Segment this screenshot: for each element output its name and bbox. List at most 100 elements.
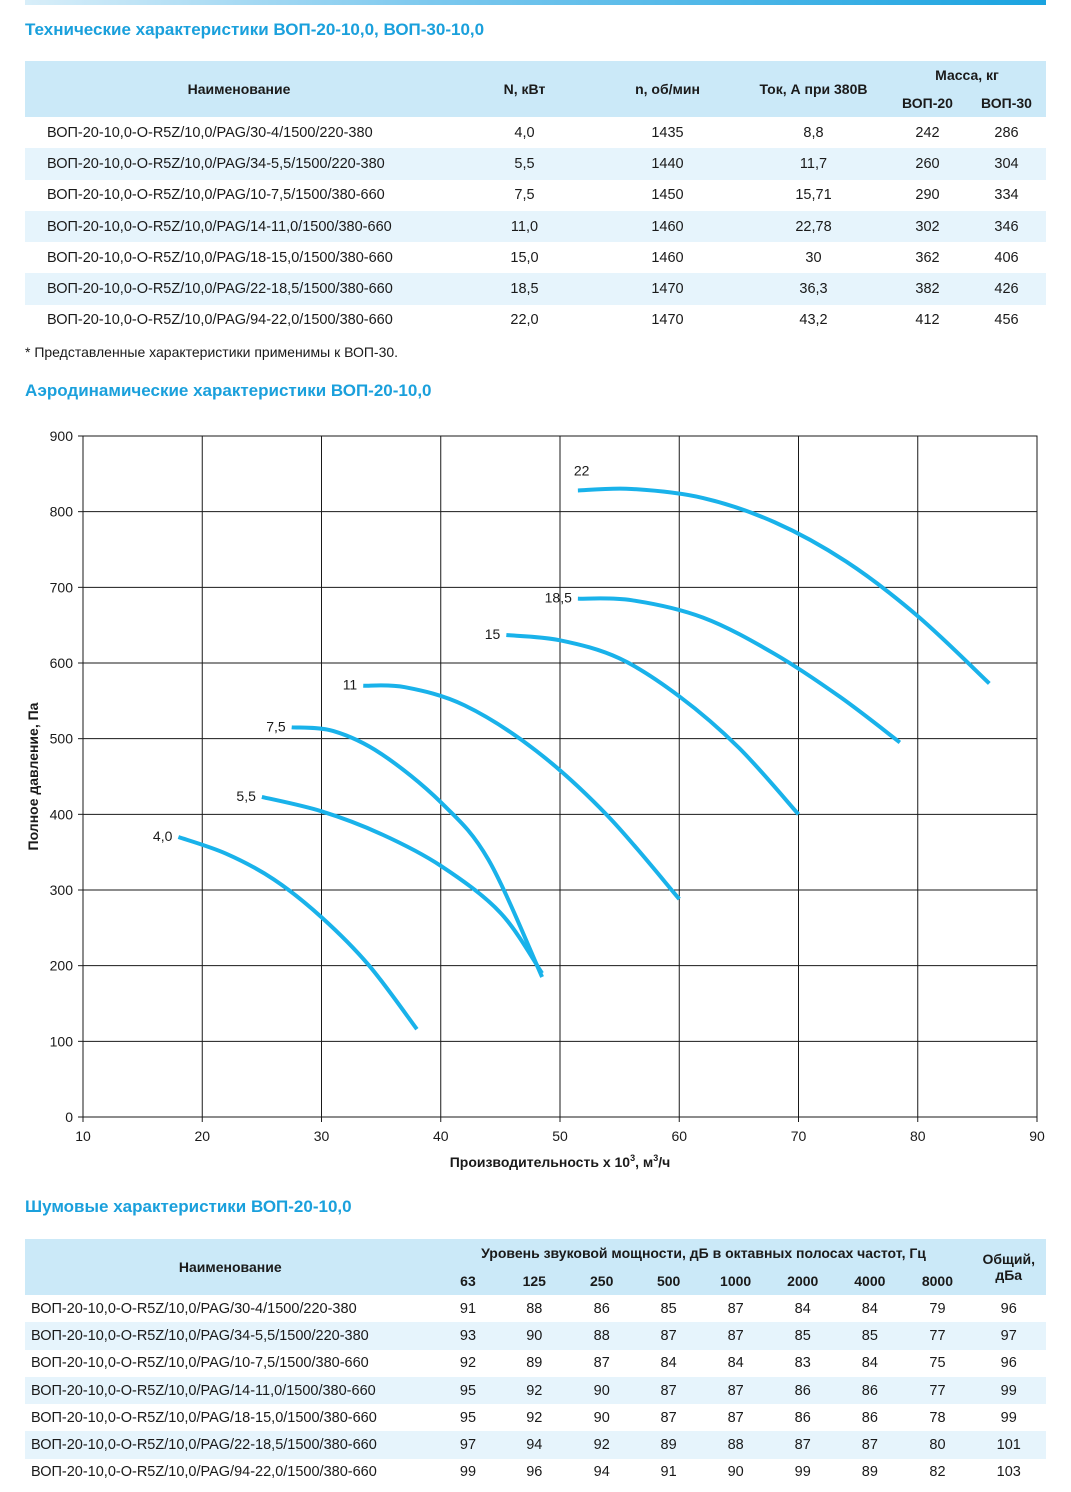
tech-table-row: ВОП-20-10,0-O-R5Z/10,0/PAG/10-7,5/1500/3… — [25, 180, 1046, 211]
noise-cell-value: 94 — [593, 1464, 610, 1481]
noise-cell-value: 85 — [836, 1322, 904, 1350]
tech-cell-value: 362 — [915, 249, 940, 266]
tech-cell-value: 1450 — [651, 187, 684, 204]
noise-table-row: ВОП-20-10,0-O-R5Z/10,0/PAG/22-18,5/1500/… — [25, 1431, 1046, 1459]
noise-cell-value: 87 — [702, 1376, 770, 1405]
noise-cell-value: 87 — [727, 1409, 744, 1426]
tech-cell-value: 242 — [915, 124, 940, 141]
noise-cell-value: 99 — [459, 1464, 477, 1481]
tech-header-rpm: n, об/мин — [596, 61, 739, 117]
noise-cell-value: 85 — [769, 1322, 837, 1350]
noise-cell-value: 89 — [526, 1355, 543, 1372]
tech-cell-value: 36,3 — [739, 273, 888, 305]
series-label: 7,5 — [266, 718, 286, 734]
tech-cell-name: ВОП-20-10,0-O-R5Z/10,0/PAG/22-18,5/1500/… — [25, 273, 453, 305]
noise-header-freq: 500 — [635, 1267, 703, 1295]
noise-cell-value: 90 — [727, 1464, 744, 1481]
noise-cell-value: 83 — [794, 1355, 811, 1372]
noise-cell-value: 92 — [500, 1376, 569, 1405]
series-label: 5,5 — [236, 788, 256, 804]
y-tick-label: 0 — [65, 1109, 73, 1125]
noise-header-total-line2: дБа — [995, 1267, 1023, 1283]
noise-cell-value: 86 — [794, 1409, 811, 1426]
noise-header-name: Наименование — [25, 1239, 436, 1295]
x-tick-label: 60 — [671, 1128, 687, 1144]
x-axis-label-part: , м — [635, 1154, 653, 1170]
series-label: 11 — [343, 677, 358, 693]
tech-header-name: Наименование — [25, 61, 453, 117]
tech-cell-value: 1435 — [651, 124, 684, 141]
noise-cell-name: ВОП-20-10,0-O-R5Z/10,0/PAG/22-18,5/1500/… — [25, 1431, 436, 1459]
x-axis-label: Производительность x 103, м3/ч — [450, 1153, 671, 1170]
tech-header-current: Ток, А при 380В — [739, 61, 888, 117]
noise-cell-value: 97 — [971, 1322, 1046, 1350]
y-tick-label: 600 — [50, 655, 74, 671]
tech-title: Технические характеристики ВОП-20-10,0, … — [25, 20, 485, 39]
tech-cell-value: 1470 — [596, 273, 739, 305]
series-line — [261, 794, 544, 975]
tech-cell-value: 290 — [915, 187, 940, 204]
noise-table: Наименование Уровень звуковой мощности, … — [25, 1239, 1046, 1486]
tech-cell-value: 8,8 — [803, 124, 824, 141]
noise-cell-value: 87 — [635, 1322, 703, 1350]
noise-cell-name: ВОП-20-10,0-O-R5Z/10,0/PAG/94-22,0/1500/… — [31, 1464, 377, 1481]
noise-cell-value: 87 — [769, 1431, 837, 1459]
tech-cell-value: 7,5 — [514, 187, 535, 204]
noise-cell-value: 99 — [1000, 1409, 1017, 1426]
noise-cell-value: 84 — [660, 1355, 677, 1372]
aero-title: Аэродинамические характеристики ВОП-20-1… — [25, 381, 432, 400]
noise-cell-value: 87 — [635, 1376, 703, 1405]
noise-header-total-line1: Общий, — [982, 1251, 1035, 1267]
tech-table: Наименование N, кВт n, об/мин Ток, А при… — [25, 61, 1046, 336]
noise-cell-value: 86 — [593, 1300, 610, 1317]
tech-cell-name: ВОП-20-10,0-O-R5Z/10,0/PAG/34-5,5/1500/2… — [25, 148, 453, 180]
noise-cell-value: 90 — [500, 1322, 569, 1350]
x-tick-label: 90 — [1029, 1128, 1045, 1144]
noise-cell-value: 88 — [568, 1322, 636, 1350]
noise-cell-value: 77 — [903, 1376, 972, 1405]
noise-header-freq: 250 — [568, 1267, 636, 1295]
noise-cell-name: ВОП-20-10,0-O-R5Z/10,0/PAG/14-11,0/1500/… — [25, 1376, 436, 1405]
tech-cell-value: 382 — [888, 273, 967, 305]
series-label: 15 — [485, 626, 501, 642]
tech-cell-value: 22,0 — [510, 312, 539, 329]
x-tick-label: 80 — [910, 1128, 926, 1144]
series-line — [177, 835, 419, 1031]
noise-cell-name: ВОП-20-10,0-O-R5Z/10,0/PAG/10-7,5/1500/3… — [31, 1355, 369, 1372]
tech-cell-name: ВОП-20-10,0-O-R5Z/10,0/PAG/14-11,0/1500/… — [25, 210, 453, 243]
y-tick-label: 500 — [50, 731, 74, 747]
noise-cell-value: 75 — [929, 1355, 946, 1372]
noise-cell-value: 94 — [500, 1431, 569, 1459]
noise-cell-value: 86 — [861, 1409, 878, 1426]
noise-cell-value: 86 — [836, 1376, 904, 1405]
tech-cell-value: 5,5 — [453, 148, 596, 180]
tech-cell-value: 1460 — [596, 210, 739, 243]
tech-cell-value: 456 — [994, 312, 1019, 329]
noise-header-freq: 63 — [435, 1267, 501, 1295]
noise-cell-value: 84 — [794, 1300, 811, 1317]
tech-table-row: ВОП-20-10,0-O-R5Z/10,0/PAG/34-5,5/1500/2… — [25, 148, 1046, 180]
tech-cell-value: 302 — [888, 210, 967, 243]
noise-cell-value: 99 — [971, 1376, 1046, 1405]
tech-table-row: ВОП-20-10,0-O-R5Z/10,0/PAG/18-15,0/1500/… — [25, 242, 1046, 273]
tech-cell-name: ВОП-20-10,0-O-R5Z/10,0/PAG/10-7,5/1500/3… — [47, 187, 385, 204]
noise-cell-name: ВОП-20-10,0-O-R5Z/10,0/PAG/30-4/1500/220… — [31, 1300, 357, 1317]
noise-cell-value: 95 — [459, 1409, 477, 1426]
x-tick-label: 50 — [552, 1128, 568, 1144]
noise-table-row: ВОП-20-10,0-O-R5Z/10,0/PAG/94-22,0/1500/… — [25, 1459, 1046, 1486]
noise-freq-row: 63 125 250 500 1000 2000 4000 8000 — [25, 1267, 1046, 1295]
tech-cell-value: 346 — [967, 210, 1046, 243]
noise-cell-value: 84 — [861, 1355, 878, 1372]
tech-cell-value: 1460 — [651, 249, 684, 266]
noise-header-freq: 1000 — [702, 1267, 770, 1295]
noise-table-body: ВОП-20-10,0-O-R5Z/10,0/PAG/30-4/1500/220… — [25, 1295, 1046, 1486]
noise-table-row: ВОП-20-10,0-O-R5Z/10,0/PAG/10-7,5/1500/3… — [25, 1350, 1046, 1377]
noise-cell-value: 87 — [702, 1322, 770, 1350]
y-tick-label: 100 — [50, 1033, 74, 1049]
tech-cell-value: 18,5 — [453, 273, 596, 305]
noise-cell-value: 78 — [929, 1409, 946, 1426]
y-tick-label: 400 — [50, 806, 74, 822]
tech-cell-value: 260 — [888, 148, 967, 180]
x-tick-label: 40 — [433, 1128, 449, 1144]
noise-cell-value: 80 — [903, 1431, 972, 1459]
